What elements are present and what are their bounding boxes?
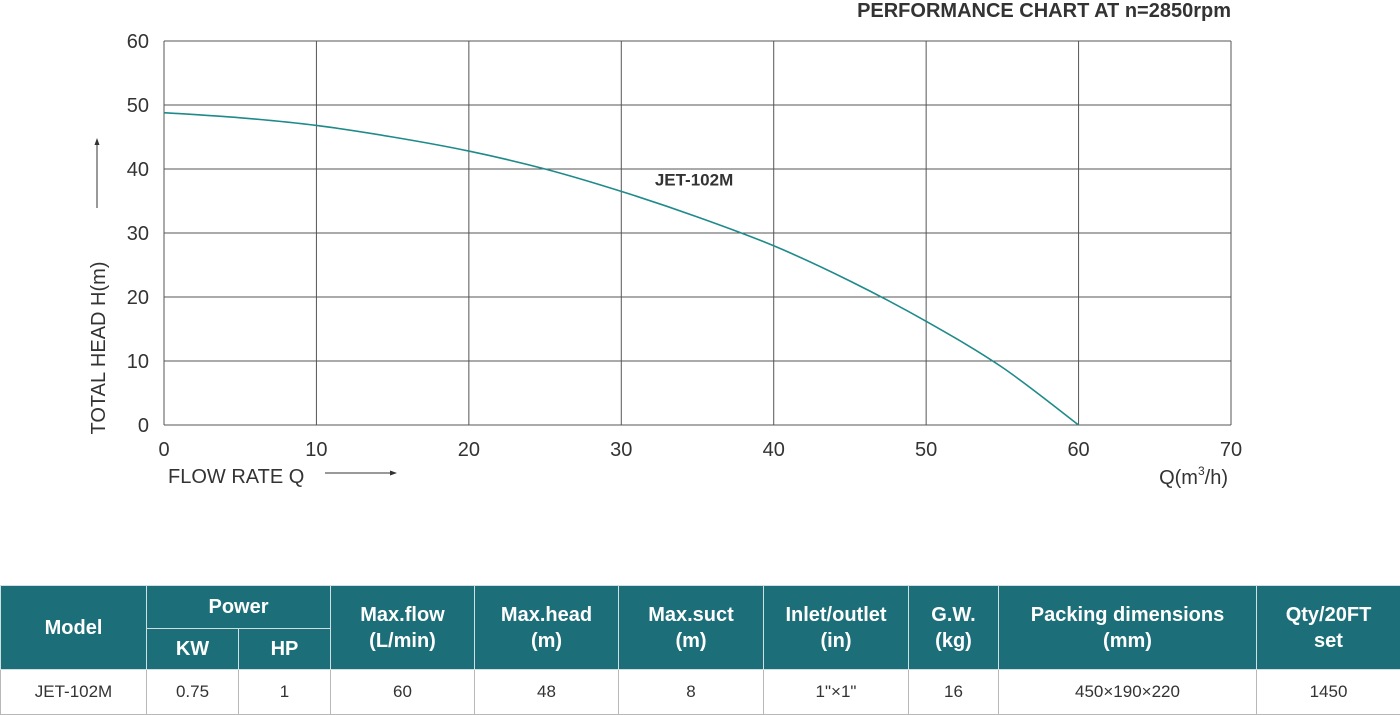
- x-axis-label: FLOW RATE Q: [168, 466, 304, 488]
- header-max-flow: Max.flow(L/min): [331, 586, 475, 670]
- x-tick-label: 10: [305, 439, 327, 461]
- header-model: Model: [1, 586, 147, 670]
- y-tick-label: 0: [138, 415, 149, 437]
- spec-table: Model Power Max.flow(L/min) Max.head(m) …: [0, 585, 1400, 715]
- y-tick-label: 20: [127, 287, 149, 309]
- y-tick-label: 40: [127, 159, 149, 181]
- header-packing: Packing dimensions(mm): [999, 586, 1257, 670]
- chart-ticks: 0 10 20 30 40 50 60 70 0 10 20 30 40 50 60: [127, 31, 1242, 461]
- header-inlet-outlet: Inlet/outlet(in): [764, 586, 909, 670]
- y-tick-label: 30: [127, 223, 149, 245]
- x-tick-label: 40: [763, 439, 785, 461]
- cell-packing: 450×190×220: [999, 670, 1257, 715]
- x-axis-arrow: [325, 471, 397, 476]
- cell-max-flow: 60: [331, 670, 475, 715]
- cell-hp: 1: [239, 670, 331, 715]
- series-label: JET-102M: [655, 171, 733, 190]
- header-hp: HP: [239, 629, 331, 670]
- header-gw: G.W.(kg): [909, 586, 999, 670]
- header-max-head: Max.head(m): [475, 586, 619, 670]
- y-tick-label: 50: [127, 95, 149, 117]
- y-tick-label: 60: [127, 31, 149, 53]
- performance-chart: PERFORMANCE CHART AT n=2850rpm 0 10 20 30 40…: [0, 0, 1400, 520]
- chart-grid: [164, 41, 1231, 425]
- x-tick-label: 30: [610, 439, 632, 461]
- y-axis-arrow: [95, 138, 100, 208]
- cell-qty: 1450: [1257, 670, 1400, 715]
- cell-kw: 0.75: [147, 670, 239, 715]
- x-tick-label: 50: [915, 439, 937, 461]
- table-row: JET-102M 0.75 1 60 48 8 1"×1" 16 450×190…: [1, 670, 1400, 715]
- chart-title: PERFORMANCE CHART AT n=2850rpm: [857, 0, 1231, 22]
- cell-model: JET-102M: [1, 670, 147, 715]
- x-tick-label: 70: [1220, 439, 1242, 461]
- x-tick-label: 20: [458, 439, 480, 461]
- cell-inlet-outlet: 1"×1": [764, 670, 909, 715]
- cell-max-head: 48: [475, 670, 619, 715]
- x-axis-unit: Q(m3/h): [1159, 464, 1228, 489]
- header-max-suct: Max.suct(m): [619, 586, 764, 670]
- cell-gw: 16: [909, 670, 999, 715]
- y-tick-label: 10: [127, 351, 149, 373]
- y-axis-label: TOTAL HEAD H(m): [88, 262, 110, 435]
- x-tick-label: 0: [158, 439, 169, 461]
- cell-max-suct: 8: [619, 670, 764, 715]
- x-tick-label: 60: [1067, 439, 1089, 461]
- header-kw: KW: [147, 629, 239, 670]
- header-power: Power: [147, 586, 331, 629]
